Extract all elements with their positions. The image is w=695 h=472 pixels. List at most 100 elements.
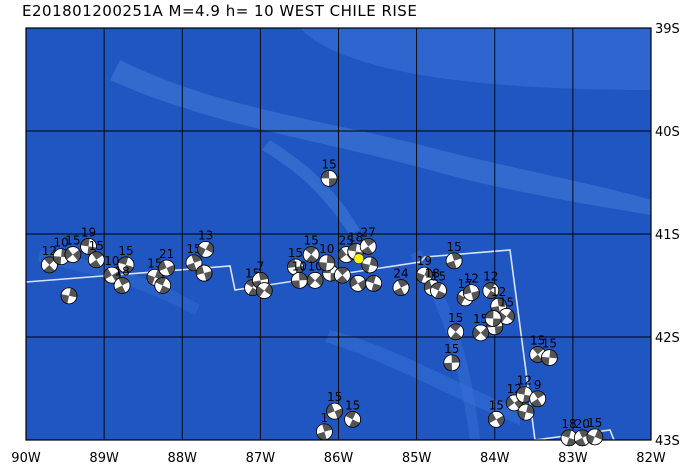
depth-label: 15 [304,234,319,248]
compressional-quadrant [450,331,462,340]
compressional-quadrant [578,429,590,438]
beachball [291,272,308,289]
compressional-quadrant [89,259,101,268]
compressional-quadrant [506,310,515,322]
beachball [117,256,135,274]
compressional-quadrant [258,272,269,281]
beachball-quadrants [350,276,366,291]
compressional-quadrant [298,272,308,281]
beachball [197,241,215,258]
depth-label: 18 [561,417,576,431]
beachball [447,323,465,341]
depth-label: 20 [575,417,590,431]
beachball [80,238,97,255]
depth-label: 15 [186,242,201,256]
beachball [529,390,547,408]
depth-label: 15 [489,398,504,412]
beachball-quadrants [463,284,480,301]
depth-label: 19 [417,254,432,268]
compressional-quadrant [485,310,494,319]
beachball-quadrants [530,390,545,407]
compressional-quadrant [516,386,526,395]
compressional-quadrant [549,349,558,359]
compressional-quadrant [575,437,586,446]
depth-label: 15 [499,295,514,309]
beachball [64,246,82,263]
compressional-quadrant [337,267,349,276]
current-event-marker [353,253,365,264]
depth-label: 25 [339,234,354,248]
depth-label: 18 [114,265,129,279]
compressional-quadrant [329,178,338,187]
beachball-rim [443,354,461,372]
compressional-quadrant [326,254,335,264]
beachball [416,266,433,284]
depth-label: 15 [65,234,80,248]
beachball-rim [306,272,324,289]
compressional-quadrant [363,238,375,247]
beachball [318,254,336,272]
beachball-rim [462,284,480,302]
beachball [320,170,338,187]
depth-label: 13 [198,228,213,242]
beachball-rim [484,310,502,327]
beachball-rim [316,423,333,441]
region-name: WEST CHILE RISE [279,2,418,20]
compressional-quadrant [431,282,442,291]
beachball-rim [517,403,535,421]
compressional-quadrant [361,246,373,255]
depth-label: 7 [257,259,265,273]
beachball [41,256,58,274]
depth-label: 15 [89,239,104,253]
depth-label: 19 [81,225,96,239]
event-title: E201801200251A M=4.9 h= 10 WEST CHILE RI… [22,2,417,20]
beachball-quadrants [393,279,409,296]
compressional-quadrant [53,256,62,265]
compressional-quadrant [443,362,453,371]
latitude-label: 40S [655,125,680,140]
beachball-rim [154,277,172,294]
compressional-quadrant [435,290,446,299]
beachball-rim [359,238,377,255]
compressional-quadrant [205,242,214,254]
beachball-rim [586,428,604,446]
beachball-rim [416,266,433,284]
beachball-rim [195,264,213,282]
beachball [287,258,304,276]
depth-label: 10 [319,242,334,256]
beachball-quadrants [155,277,171,294]
beachball [158,259,175,277]
beachball-quadrants [256,284,273,298]
depth-label: 15 [448,311,463,325]
compressional-quadrant [118,277,130,286]
compressional-quadrant [541,356,550,366]
beachball [87,251,105,269]
beachball-quadrants [345,411,360,428]
compressional-quadrant [338,248,347,260]
beachball-rim [103,266,121,284]
beachball [516,386,533,404]
depth-label: 10 [104,254,119,268]
beachball [541,349,558,366]
beachball-rim [318,254,336,272]
beachball-rim [302,246,320,263]
beachball-quadrants [518,404,534,420]
graticule [26,28,651,440]
compressional-quadrant [69,287,77,298]
depth-label: 12 [464,272,479,286]
beachball-rim [392,279,410,296]
beachball-rim [87,251,105,269]
compressional-quadrant [457,294,466,305]
beachball [60,287,78,305]
depth-label: 18 [425,267,440,281]
depth-label: 15 [473,312,488,326]
compressional-quadrant [166,264,175,276]
depth-label: 15 [446,240,461,254]
compressional-quadrant [484,282,496,291]
depth-label: 15 [530,334,545,348]
latitude-labels: 39S 40S 41S 42S 43S [655,22,680,449]
compressional-quadrant [80,238,90,247]
compressional-quadrant [532,346,544,355]
beachball-quadrants [43,256,56,273]
longitude-label: 84W [480,451,510,466]
